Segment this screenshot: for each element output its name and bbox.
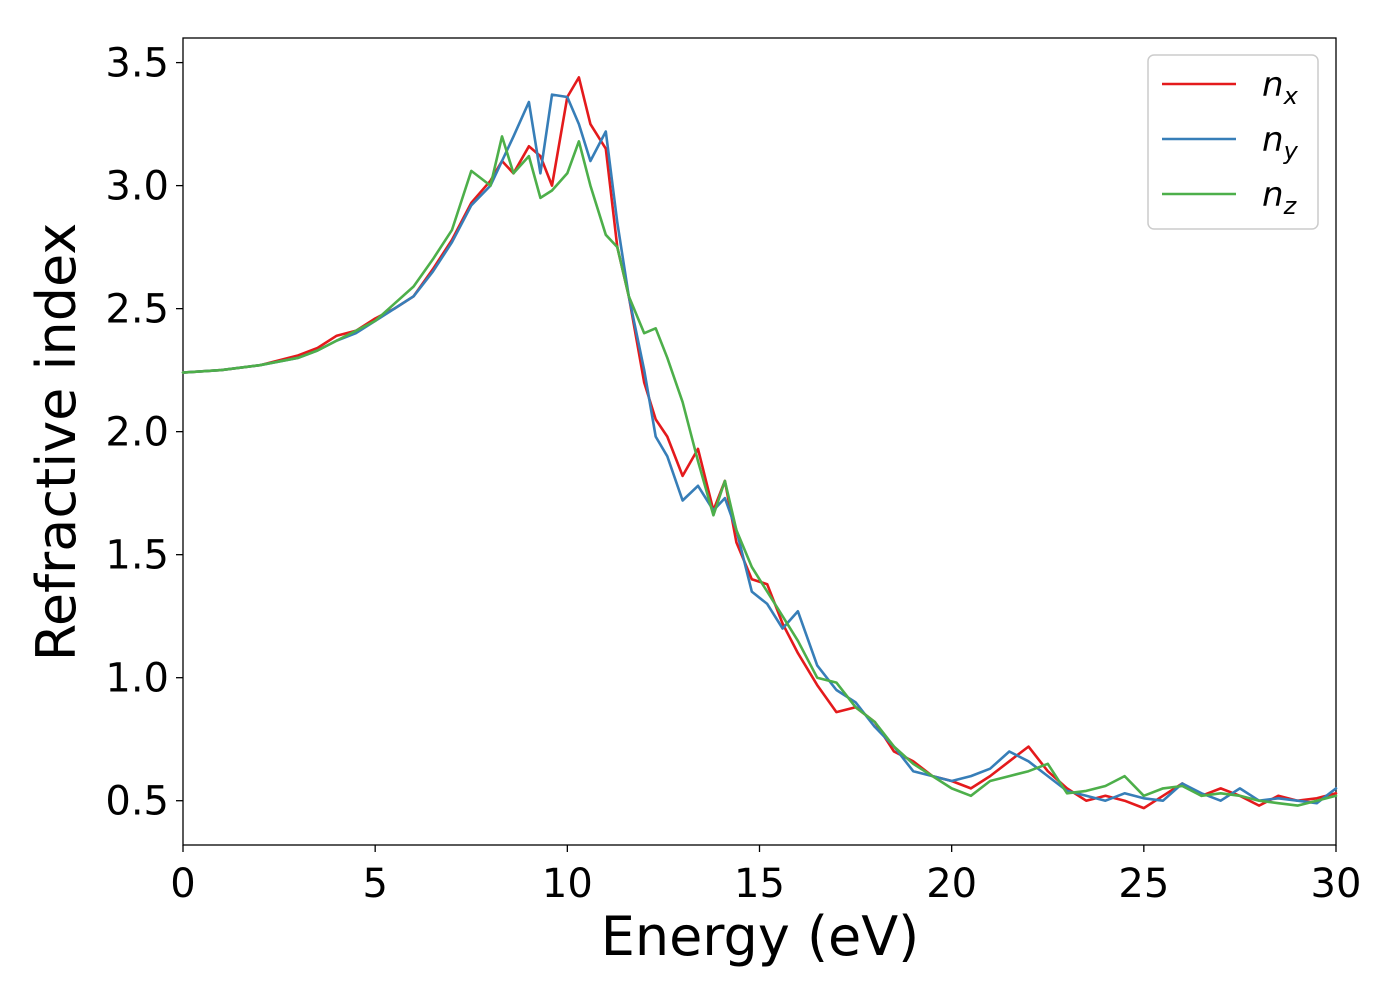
- x-tick-label: 25: [1118, 861, 1169, 907]
- y-axis-title: Refractive index: [25, 223, 88, 662]
- series-line-x: [181, 76, 1338, 810]
- y-tick-label: 2.0: [105, 410, 169, 456]
- x-axis-title: Energy (eV): [601, 905, 920, 968]
- x-tick-label: 0: [170, 861, 195, 907]
- x-tick-label: 20: [926, 861, 977, 907]
- x-tick-label: 15: [734, 861, 785, 907]
- x-tick-label: 10: [542, 861, 593, 907]
- legend-box: [1147, 54, 1319, 230]
- series-line-z: [181, 135, 1338, 807]
- legend-label-z: nz: [1262, 175, 1298, 220]
- y-tick-label: 3.5: [105, 41, 169, 87]
- y-tick-label: 2.5: [105, 287, 169, 333]
- y-tick-label: 1.0: [105, 656, 169, 702]
- legend: nx ny nz: [1147, 54, 1319, 230]
- x-tick-label: 5: [362, 861, 387, 907]
- legend-label-x: nx: [1262, 65, 1299, 110]
- axes: 0 5 10 15 20 25 30 0.5 1.0 1.5 2.0 2.5 3.0 3.5: [105, 37, 1362, 907]
- series-layer: [181, 76, 1338, 810]
- legend-label-y: ny: [1262, 120, 1299, 165]
- y-tick-label: 3.0: [105, 164, 169, 210]
- y-tick-label: 0.5: [105, 779, 169, 825]
- x-tick-label: 30: [1311, 861, 1362, 907]
- y-tick-label: 1.5: [105, 533, 169, 579]
